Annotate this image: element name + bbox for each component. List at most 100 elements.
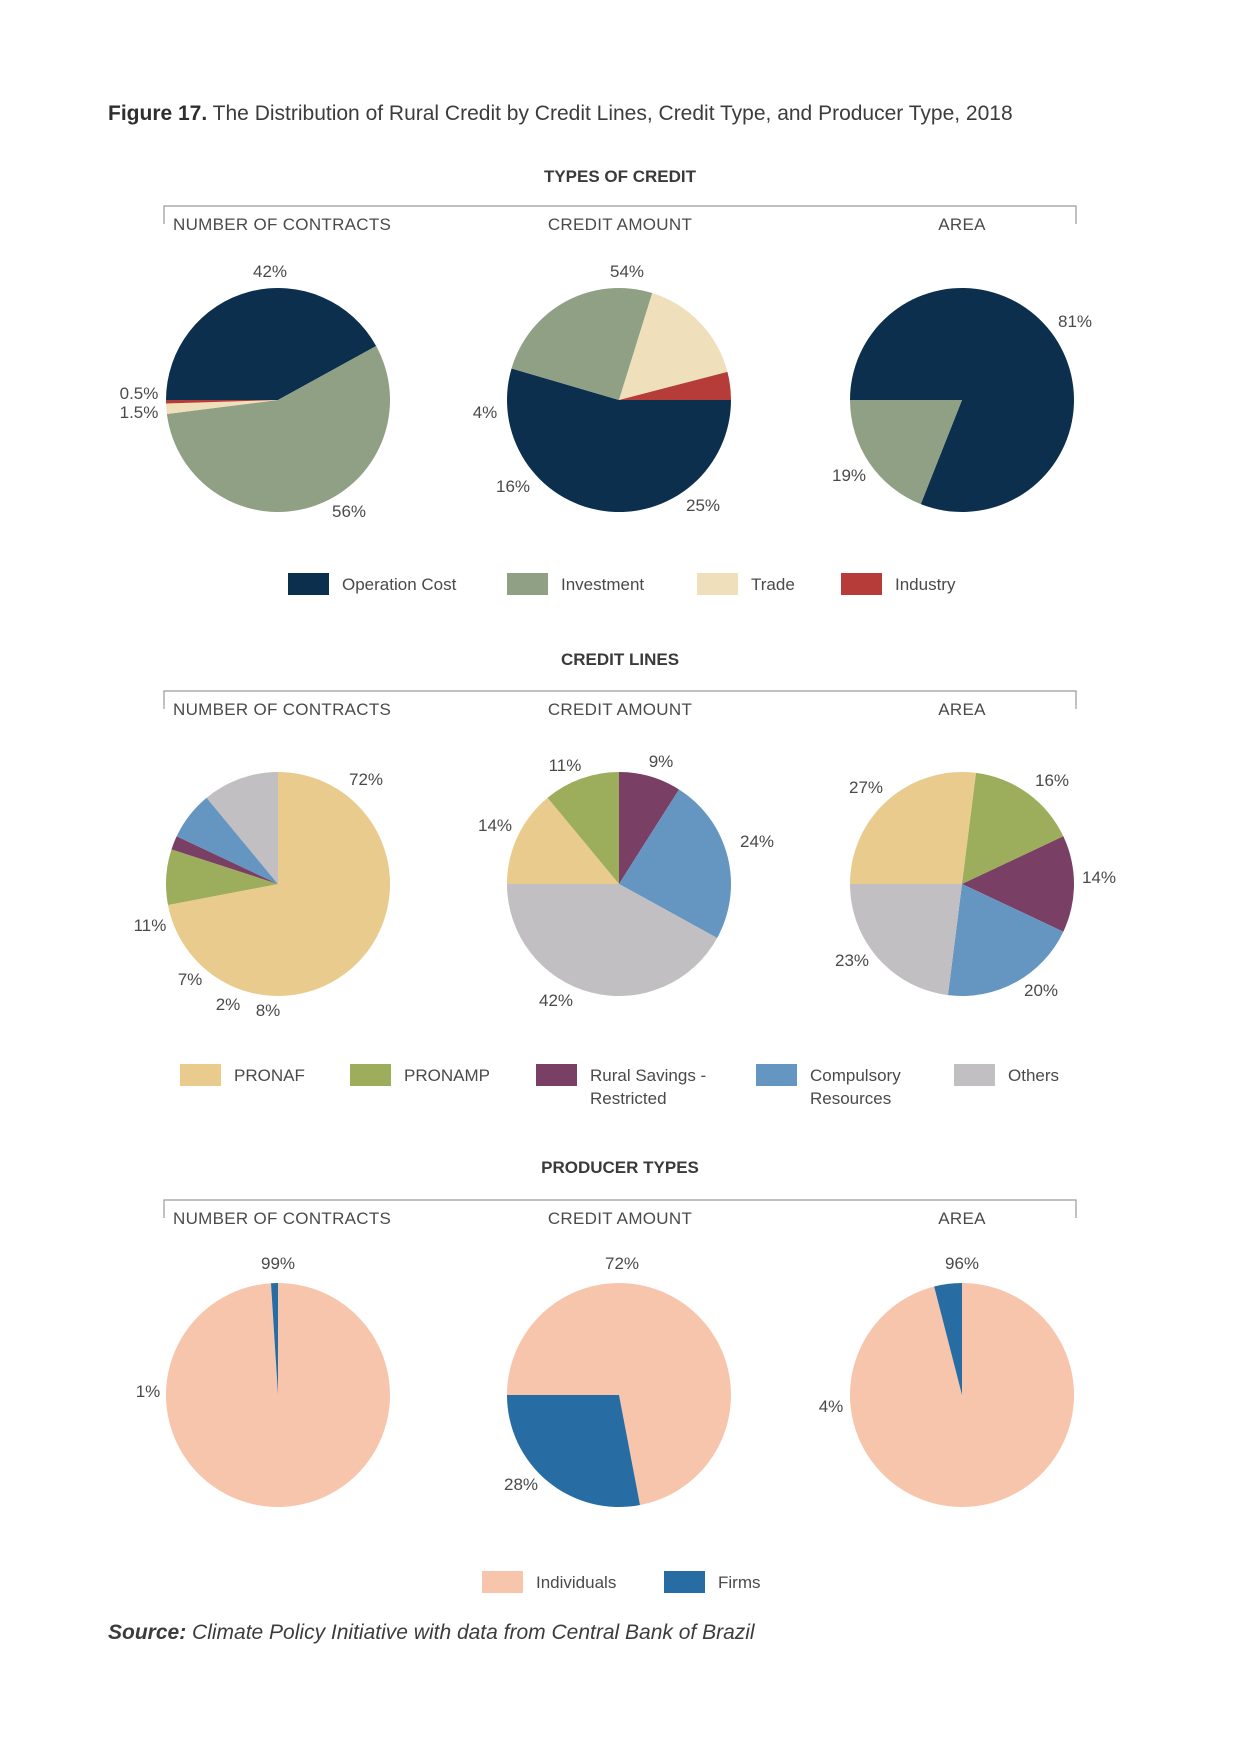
data-label-credit-lines-area-pronaf: 27%: [849, 778, 883, 797]
pie-slice-types-of-credit-credit-amount-industry: [619, 371, 732, 400]
pie-slice-producer-types-area-firms: [934, 1283, 962, 1395]
data-label-types-of-credit-number-of-contracts-industry: 0.5%: [120, 384, 159, 403]
section-title-credit-lines: CREDIT LINES: [561, 650, 679, 669]
pie-slice-types-of-credit-credit-amount-operation-cost: [506, 368, 731, 513]
pie-slice-producer-types-area-individuals: [850, 1282, 1075, 1507]
data-label-types-of-credit-credit-amount-operation-cost: 54%: [610, 262, 644, 281]
data-label-types-of-credit-credit-amount-industry: 4%: [473, 403, 498, 422]
pie-slice-credit-lines-credit-amount-others: [507, 884, 718, 997]
data-label-credit-lines-number-of-contracts-rural-savings-restricted: 2%: [216, 995, 241, 1014]
legend-label-compulsory-resources: Compulsory: [810, 1066, 901, 1085]
data-label-credit-lines-credit-amount-rural-savings-restricted: 9%: [649, 752, 674, 771]
legend-label-trade: Trade: [751, 575, 795, 594]
legend-label-compulsory-resources: Resources: [810, 1089, 891, 1108]
pie-slice-credit-lines-area-rural-savings-restricted: [962, 836, 1075, 932]
data-label-credit-lines-area-compulsory-resources: 20%: [1024, 981, 1058, 1000]
pie-slice-types-of-credit-credit-amount-trade: [619, 293, 728, 400]
data-label-credit-lines-area-others: 23%: [835, 951, 869, 970]
data-label-producer-types-area-firms: 4%: [819, 1397, 844, 1416]
legend-swatch-investment: [507, 573, 548, 595]
legend-swatch-firms: [664, 1571, 705, 1593]
section-bracket-types-of-credit: [163, 205, 1077, 224]
legend-swatch-operation-cost: [288, 573, 329, 595]
pie-slice-types-of-credit-number-of-contracts-investment: [166, 346, 390, 512]
pie-slice-credit-lines-credit-amount-rural-savings-restricted: [619, 772, 680, 884]
pie-slice-credit-lines-number-of-contracts-pronamp: [165, 849, 278, 905]
legend-label-operation-cost: Operation Cost: [342, 575, 457, 594]
pie-slice-credit-lines-credit-amount-compulsory-resources: [619, 789, 732, 938]
pie-slice-credit-lines-area-others: [850, 884, 962, 996]
subtitle-producer-types-area: AREA: [938, 1209, 986, 1228]
subtitle-types-of-credit-credit-amount: CREDIT AMOUNT: [548, 215, 692, 234]
section-bracket-producer-types: [163, 1199, 1077, 1218]
data-label-credit-lines-number-of-contracts-pronamp: 8%: [256, 1001, 281, 1020]
pie-slice-producer-types-credit-amount-firms: [507, 1395, 640, 1508]
pie-slice-types-of-credit-number-of-contracts-trade: [166, 400, 278, 415]
legend-swatch-pronaf: [180, 1064, 221, 1086]
pie-slice-producer-types-credit-amount-individuals: [507, 1283, 731, 1506]
data-label-credit-lines-area-pronamp: 16%: [1035, 771, 1069, 790]
legend-swatch-industry: [841, 573, 882, 595]
pie-slice-types-of-credit-area-investment: [850, 400, 962, 505]
pie-slice-credit-lines-credit-amount-pronaf: [507, 797, 619, 884]
data-label-producer-types-number-of-contracts-firms: 1%: [136, 1382, 161, 1401]
pie-slice-producer-types-number-of-contracts-individuals: [165, 1283, 390, 1508]
pie-slice-producer-types-number-of-contracts-firms: [270, 1283, 278, 1395]
pie-slice-credit-lines-area-pronamp: [962, 772, 1064, 884]
section-title-producer-types: PRODUCER TYPES: [541, 1158, 699, 1177]
pie-slice-credit-lines-area-pronaf: [850, 771, 977, 884]
data-label-producer-types-credit-amount-firms: 28%: [504, 1475, 538, 1494]
legend-swatch-trade: [697, 573, 738, 595]
data-label-credit-lines-number-of-contracts-compulsory-resources: 7%: [178, 970, 203, 989]
source-text: Climate Policy Initiative with data from…: [192, 1621, 755, 1644]
pie-slice-credit-lines-number-of-contracts-pronaf: [167, 772, 390, 997]
pie-slice-types-of-credit-credit-amount-investment: [511, 287, 653, 400]
pie-slice-credit-lines-number-of-contracts-compulsory-resources: [176, 797, 278, 884]
pie-slice-credit-lines-number-of-contracts-others: [206, 772, 278, 884]
data-label-credit-lines-number-of-contracts-pronaf: 72%: [349, 770, 383, 789]
subtitle-producer-types-number-of-contracts: NUMBER OF CONTRACTS: [173, 1209, 391, 1228]
legend-swatch-pronamp: [350, 1064, 391, 1086]
source-label: Source:: [108, 1621, 187, 1644]
subtitle-types-of-credit-area: AREA: [938, 215, 986, 234]
section-title-types-of-credit: TYPES OF CREDIT: [544, 167, 697, 186]
data-label-types-of-credit-number-of-contracts-trade: 1.5%: [120, 403, 159, 422]
data-label-types-of-credit-credit-amount-investment: 25%: [686, 496, 720, 515]
legend-label-rural-savings-restricted: Rural Savings -: [590, 1066, 706, 1085]
figure-title: Figure 17. The Distribution of Rural Cre…: [108, 102, 1013, 126]
figure-number: Figure 17.: [108, 102, 208, 125]
legend-label-others: Others: [1008, 1066, 1059, 1085]
data-label-types-of-credit-credit-amount-trade: 16%: [496, 477, 530, 496]
subtitle-producer-types-credit-amount: CREDIT AMOUNT: [548, 1209, 692, 1228]
figure-title-text: The Distribution of Rural Credit by Cred…: [212, 102, 1013, 125]
data-label-credit-lines-credit-amount-compulsory-resources: 24%: [740, 832, 774, 851]
section-bracket-credit-lines: [163, 690, 1077, 709]
subtitle-credit-lines-number-of-contracts: NUMBER OF CONTRACTS: [173, 700, 391, 719]
legend-label-investment: Investment: [561, 575, 644, 594]
pie-slice-credit-lines-area-compulsory-resources: [947, 884, 1064, 997]
data-label-credit-lines-number-of-contracts-others: 11%: [134, 916, 167, 935]
pie-slice-types-of-credit-area-operation-cost: [850, 287, 1074, 512]
data-label-types-of-credit-number-of-contracts-investment: 56%: [332, 502, 366, 521]
legend-swatch-others: [954, 1064, 995, 1086]
data-label-types-of-credit-number-of-contracts-operation-cost: 42%: [253, 262, 287, 281]
data-label-producer-types-credit-amount-individuals: 72%: [605, 1254, 639, 1273]
legend-label-pronaf: PRONAF: [234, 1066, 305, 1085]
source-note: Source: Climate Policy Initiative with d…: [108, 1621, 755, 1645]
pie-slice-credit-lines-number-of-contracts-rural-savings-restricted: [171, 836, 278, 884]
data-label-types-of-credit-area-operation-cost: 81%: [1058, 312, 1092, 331]
data-label-credit-lines-area-rural-savings-restricted: 14%: [1082, 868, 1116, 887]
data-label-credit-lines-credit-amount-others: 42%: [539, 991, 573, 1010]
legend-label-firms: Firms: [718, 1573, 760, 1592]
legend-label-industry: Industry: [895, 575, 956, 594]
legend-label-individuals: Individuals: [536, 1573, 616, 1592]
subtitle-credit-lines-credit-amount: CREDIT AMOUNT: [548, 700, 692, 719]
data-label-credit-lines-credit-amount-pronaf: 14%: [478, 816, 512, 835]
data-label-producer-types-area-individuals: 96%: [945, 1254, 979, 1273]
data-label-producer-types-number-of-contracts-individuals: 99%: [261, 1254, 295, 1273]
legend-label-pronamp: PRONAMP: [404, 1066, 490, 1085]
pie-slice-types-of-credit-number-of-contracts-operation-cost: [166, 287, 377, 400]
legend-label-rural-savings-restricted: Restricted: [590, 1089, 667, 1108]
subtitle-types-of-credit-number-of-contracts: NUMBER OF CONTRACTS: [173, 215, 391, 234]
legend-swatch-individuals: [482, 1571, 523, 1593]
